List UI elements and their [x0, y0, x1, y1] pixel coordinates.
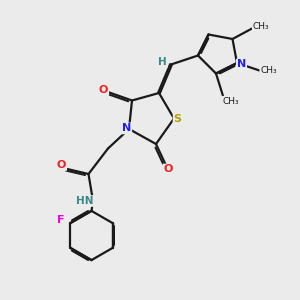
Text: S: S [174, 113, 182, 124]
Text: H: H [158, 57, 167, 67]
Text: F: F [57, 214, 64, 225]
Text: N: N [122, 123, 131, 134]
Text: HN: HN [76, 196, 93, 206]
Text: O: O [57, 160, 66, 170]
Text: N: N [237, 59, 246, 70]
Text: O: O [99, 85, 108, 95]
Text: CH₃: CH₃ [253, 22, 269, 32]
Text: CH₃: CH₃ [260, 66, 277, 75]
Text: O: O [163, 164, 173, 175]
Text: CH₃: CH₃ [223, 97, 239, 106]
